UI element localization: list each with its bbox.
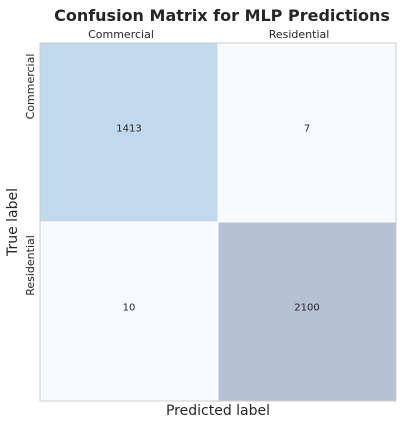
cell-value-r0-c1: 7 [304,124,310,135]
heatmap-cells [39,42,397,402]
cell-value-r0-c0: 1413 [116,124,141,135]
heatmap-cell-r1-c0 [39,221,219,402]
x-tick-labels: Commercial Residential [88,28,329,41]
x-tick-label-commercial: Commercial [88,28,154,41]
y-tick-label-residential: Residential [24,235,37,296]
cell-value-r1-c1: 2100 [294,303,319,314]
x-tick-label-residential: Residential [269,28,330,41]
heatmap-cell-r0-c0 [39,42,219,223]
y-tick-label-commercial: Commercial [24,54,37,120]
y-axis-label: True label [5,188,21,257]
chart-title: Confusion Matrix for MLP Predictions [54,6,390,25]
heatmap-cell-r1-c1 [217,221,397,402]
x-axis-label: Predicted label [166,403,270,419]
y-tick-labels: Commercial Residential [24,54,37,296]
cell-values: 1413 7 10 2100 [116,124,319,314]
heatmap-cell-r0-c1 [217,42,397,223]
cell-value-r1-c0: 10 [123,303,136,314]
plot-frame [39,42,397,402]
